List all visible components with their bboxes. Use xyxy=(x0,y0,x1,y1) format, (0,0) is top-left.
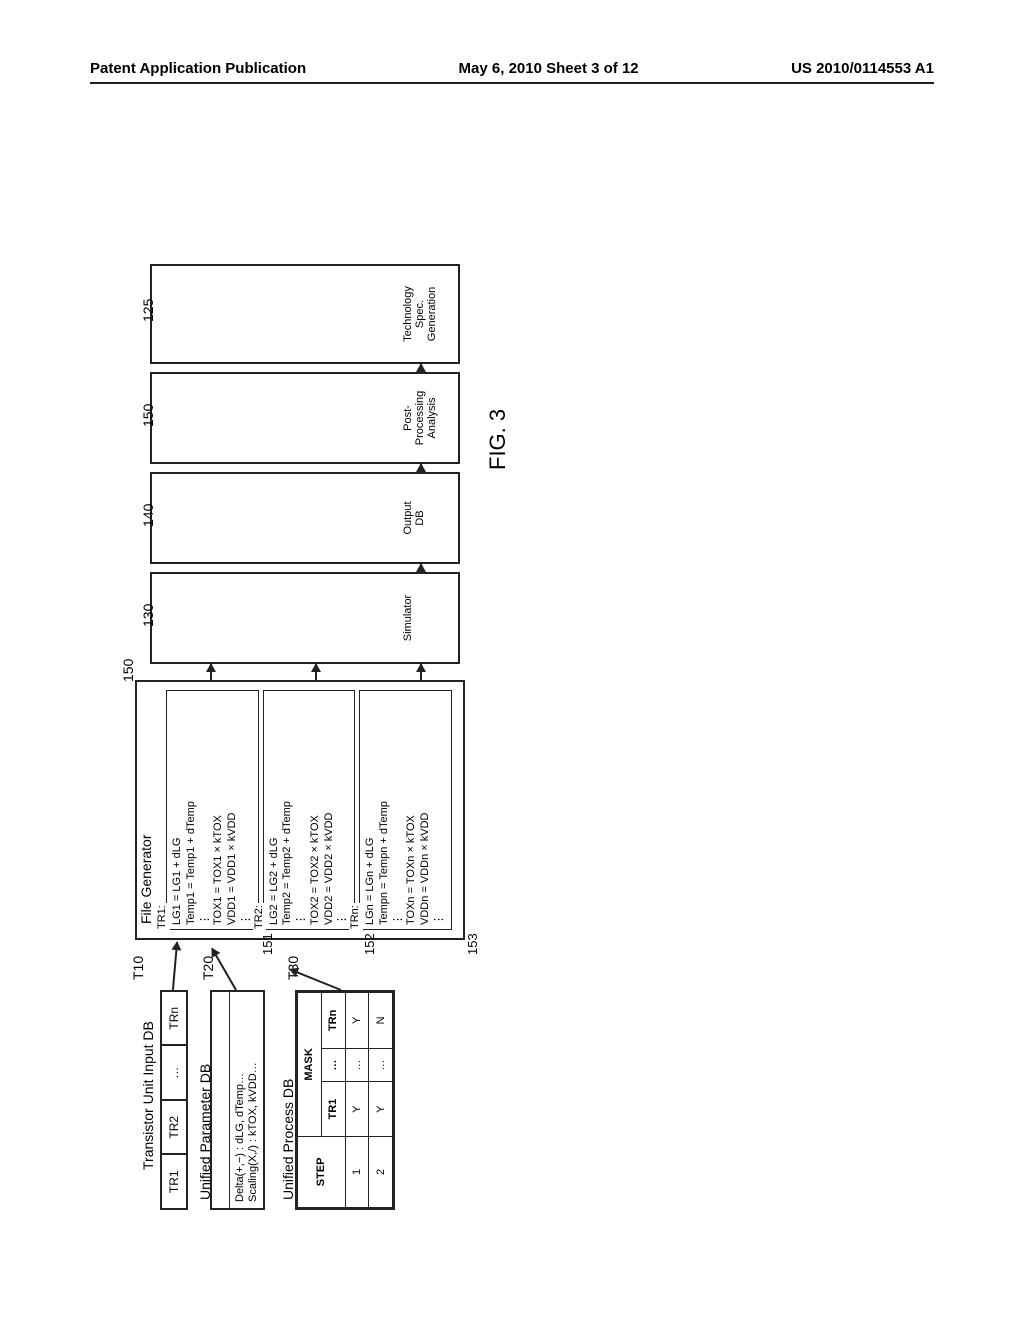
ref-152: 152 xyxy=(362,933,377,955)
file-generator-title: File Generator xyxy=(138,833,154,926)
ref-150: 150 xyxy=(120,659,136,682)
ref-125: 125 xyxy=(140,299,156,322)
pub-number: US 2010/0114553 A1 xyxy=(791,60,934,77)
figure-diagram: Transistor Unit Input DB TR1 TR2 … TRn T… xyxy=(140,480,870,1210)
ref-150b: 150 xyxy=(140,404,156,427)
tui-cell: TRn xyxy=(162,992,186,1045)
arrow-icon xyxy=(420,464,422,472)
process-table: STEP MASK TR1 … TRn 1 Y … Y 2 Y … N xyxy=(297,992,393,1208)
arrow-icon xyxy=(420,364,422,372)
fg-hdr-2: TR2: xyxy=(253,903,267,931)
upd-box: Delta(+,−) : dLG, dTemp… Scaling(X,/) : … xyxy=(210,990,265,1210)
fg-group-1: TR1: LG1 = LG1 + dLG Temp1 = Temp1 + dTe… xyxy=(166,690,259,930)
ref-153: 153 xyxy=(465,933,480,955)
output-db-box: 140 Output DB xyxy=(150,472,460,564)
file-generator-box: TR1: LG1 = LG1 + dLG Temp1 = Temp1 + dTe… xyxy=(135,680,465,940)
table-row: 2 Y … N xyxy=(369,993,393,1208)
tui-db-title: Transistor Unit Input DB xyxy=(140,1021,156,1170)
date-sheet: May 6, 2010 Sheet 3 of 12 xyxy=(459,60,639,77)
simulator-box: 130 Simulator xyxy=(150,572,460,664)
simulator-label: Simulator xyxy=(402,574,414,662)
fg-hdr-1: TR1: xyxy=(156,903,170,931)
output-db-label: Output DB xyxy=(402,474,426,562)
ref-t20: T20 xyxy=(200,956,216,980)
post-processing-label: Post- Processing Analysis xyxy=(402,374,438,462)
tui-cell: … xyxy=(162,1045,186,1100)
arrow-icon xyxy=(172,942,178,990)
fg-group-n: TRn: LGn = LGn + dLG Tempn = Tempn + dTe… xyxy=(359,690,452,930)
col-dots: … xyxy=(321,1048,345,1082)
uproc-box: STEP MASK TR1 … TRn 1 Y … Y 2 Y … N xyxy=(295,990,395,1210)
post-processing-box: 150 Post- Processing Analysis xyxy=(150,372,460,464)
table-row: 1 Y … Y xyxy=(345,993,369,1208)
col-trn: TRn xyxy=(321,993,345,1049)
pub-label: Patent Application Publication xyxy=(90,60,306,77)
upd-line1: Delta(+,−) : dLG, dTemp… xyxy=(234,998,247,1202)
arrow-icon xyxy=(210,664,212,680)
step-header: STEP xyxy=(298,1136,346,1207)
mask-header: MASK xyxy=(298,993,322,1137)
arrow-icon xyxy=(420,664,422,680)
figure-label: FIG. 3 xyxy=(485,409,511,470)
tech-spec-label: Technology Spec. Generation xyxy=(402,266,438,362)
tui-cell: TR2 xyxy=(162,1099,186,1154)
fg-group-2: TR2: LG2 = LG2 + dLG Temp2 = Temp2 + dTe… xyxy=(263,690,356,930)
arrow-icon xyxy=(315,664,317,680)
ref-140: 140 xyxy=(140,504,156,527)
ref-130: 130 xyxy=(140,604,156,627)
fg-hdr-n: TRn: xyxy=(349,903,363,931)
header-rule xyxy=(90,82,934,84)
page-header: Patent Application Publication May 6, 20… xyxy=(90,60,934,77)
ref-151: 151 xyxy=(260,933,275,955)
upd-line2: Scaling(X,/) : kTOX, kVDD… xyxy=(247,998,260,1202)
tui-db-box: TR1 TR2 … TRn xyxy=(160,990,188,1210)
ref-t10: T10 xyxy=(130,956,146,980)
tech-spec-box: 125 Technology Spec. Generation xyxy=(150,264,460,364)
tui-cell: TR1 xyxy=(162,1154,186,1209)
col-tr1: TR1 xyxy=(321,1082,345,1136)
uproc-title: Unified Process DB xyxy=(280,1079,296,1200)
arrow-icon xyxy=(420,564,422,572)
